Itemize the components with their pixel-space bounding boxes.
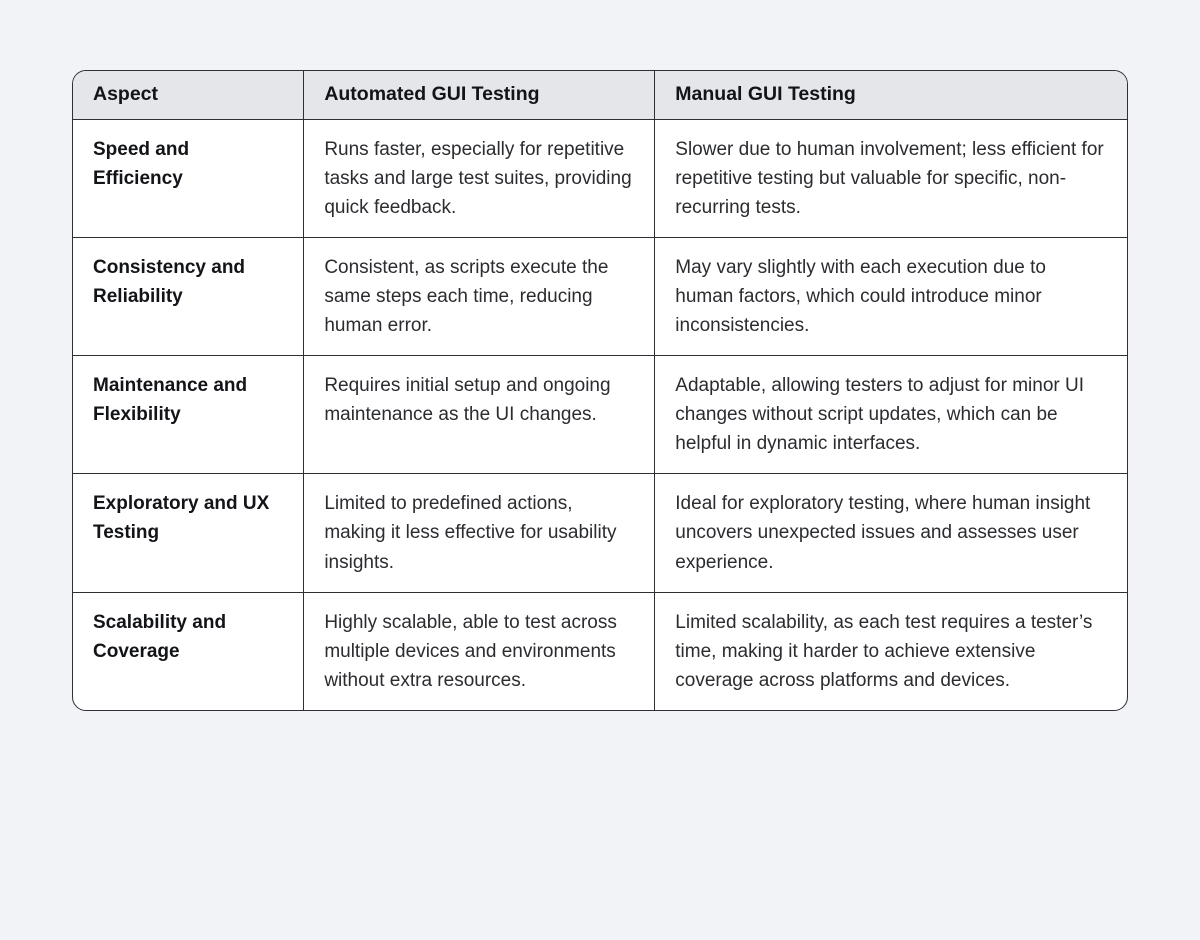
table-row: Exploratory and UX Testing Limited to pr… — [73, 473, 1127, 593]
manual-cell: Limited scalability, as each test requir… — [654, 591, 1127, 710]
automated-cell: Runs faster, especially for repetitive t… — [303, 118, 656, 239]
automated-cell: Highly scalable, able to test across mul… — [303, 591, 656, 710]
manual-cell: Slower due to human involvement; less ef… — [654, 118, 1127, 239]
table-row: Speed and Efficiency Runs faster, especi… — [73, 118, 1127, 239]
automated-cell: Consistent, as scripts execute the same … — [303, 237, 656, 357]
column-header-automated: Automated GUI Testing — [303, 71, 656, 120]
column-header-manual: Manual GUI Testing — [654, 71, 1127, 120]
comparison-table-card: Aspect Automated GUI Testing Manual GUI … — [72, 70, 1128, 711]
column-header-aspect: Aspect — [73, 71, 305, 120]
header-row: Aspect Automated GUI Testing Manual GUI … — [73, 71, 1127, 120]
table-row: Scalability and Coverage Highly scalable… — [73, 591, 1127, 710]
gui-testing-comparison-table: Aspect Automated GUI Testing Manual GUI … — [73, 71, 1127, 710]
table-row: Maintenance and Flexibility Requires ini… — [73, 355, 1127, 475]
manual-cell: May vary slightly with each execution du… — [654, 237, 1127, 357]
aspect-cell: Scalability and Coverage — [73, 591, 305, 710]
aspect-cell: Maintenance and Flexibility — [73, 355, 305, 475]
table-row: Consistency and Reliability Consistent, … — [73, 237, 1127, 357]
aspect-cell: Speed and Efficiency — [73, 118, 305, 239]
manual-cell: Adaptable, allowing testers to adjust fo… — [654, 355, 1127, 475]
manual-cell: Ideal for exploratory testing, where hum… — [654, 473, 1127, 593]
automated-cell: Requires initial setup and ongoing maint… — [303, 355, 656, 475]
aspect-cell: Exploratory and UX Testing — [73, 473, 305, 593]
table-header: Aspect Automated GUI Testing Manual GUI … — [73, 71, 1127, 120]
table-body: Speed and Efficiency Runs faster, especi… — [73, 118, 1127, 710]
aspect-cell: Consistency and Reliability — [73, 237, 305, 357]
automated-cell: Limited to predefined actions, making it… — [303, 473, 656, 593]
